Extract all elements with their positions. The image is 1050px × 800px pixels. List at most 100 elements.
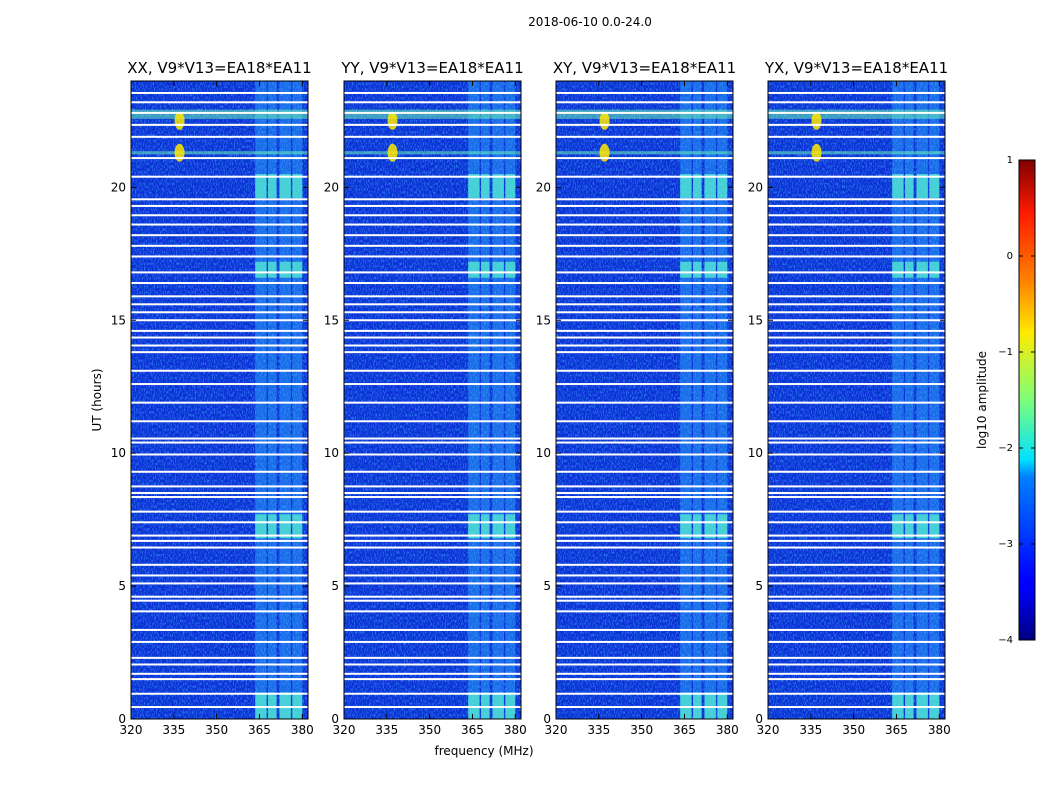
flagged-row <box>344 271 521 274</box>
rfi-hotspot <box>811 111 822 130</box>
rfi-burst <box>279 514 291 539</box>
flagged-row <box>131 111 308 114</box>
flagged-row <box>344 223 521 226</box>
x-tick-label: 350 <box>842 723 865 737</box>
flagged-row <box>768 546 945 549</box>
flagged-row <box>556 157 733 160</box>
rfi-burst <box>916 692 928 719</box>
flagged-row <box>131 521 308 524</box>
flagged-row <box>344 111 521 114</box>
x-tick-label: 365 <box>673 723 696 737</box>
flagged-row <box>131 311 308 314</box>
rfi-burst <box>268 514 277 539</box>
y-tick-label: 20 <box>536 180 551 194</box>
flagged-row <box>556 453 733 456</box>
flagged-row <box>768 610 945 613</box>
colorbar-gradient <box>1018 159 1036 641</box>
rfi-burst <box>468 174 480 198</box>
rfi-burst <box>292 514 303 539</box>
flagged-row <box>556 336 733 339</box>
x-tick-label: 365 <box>461 723 484 737</box>
flagged-row <box>131 157 308 160</box>
x-tick-label: 350 <box>205 723 228 737</box>
panel-frame <box>343 80 522 720</box>
flagged-row <box>344 91 521 94</box>
rfi-band <box>905 81 914 719</box>
rfi-burst <box>905 692 914 719</box>
flagged-row <box>344 401 521 404</box>
flagged-row <box>131 485 308 488</box>
flagged-row <box>768 485 945 488</box>
flagged-row <box>768 101 945 104</box>
flagged-row <box>131 453 308 456</box>
flagged-row <box>768 599 945 602</box>
flagged-row <box>344 344 521 347</box>
flagged-row <box>556 492 733 495</box>
rfi-band <box>693 81 702 719</box>
rfi-burst <box>704 174 716 198</box>
rfi-burst <box>693 692 702 719</box>
flagged-row <box>344 282 521 285</box>
rfi-burst <box>481 692 490 719</box>
flagged-row <box>768 628 945 631</box>
rfi-band <box>468 81 480 719</box>
flagged-row <box>344 521 521 524</box>
rfi-burst <box>492 692 504 719</box>
flagged-row <box>768 582 945 585</box>
flagged-row <box>556 534 733 537</box>
flagged-row <box>131 329 308 332</box>
flagged-row <box>768 510 945 513</box>
rfi-band <box>481 81 490 719</box>
flagged-row <box>768 319 945 322</box>
colorbar-tick-label: −4 <box>998 635 1013 646</box>
flagged-row <box>768 521 945 524</box>
flagged-row <box>131 470 308 473</box>
flagged-row <box>344 492 521 495</box>
flagged-row <box>556 383 733 386</box>
flagged-row <box>344 351 521 354</box>
flagged-row <box>131 123 308 126</box>
rfi-burst <box>505 261 516 278</box>
flagged-row <box>768 198 945 201</box>
colorbar-label: log10 amplitude <box>975 351 989 449</box>
flagged-row <box>556 582 733 585</box>
rfi-burst <box>892 514 904 539</box>
flagged-row <box>131 351 308 354</box>
flagged-row <box>131 534 308 537</box>
flagged-row <box>556 656 733 659</box>
flagged-row <box>556 640 733 643</box>
flagged-row <box>131 437 308 440</box>
rfi-band <box>279 81 291 719</box>
flagged-row <box>768 223 945 226</box>
flagged-row <box>556 628 733 631</box>
rfi-line <box>768 109 945 119</box>
x-tick-label: 335 <box>162 723 185 737</box>
rfi-burst <box>916 514 928 539</box>
flagged-row <box>344 485 521 488</box>
flagged-row <box>344 470 521 473</box>
flagged-row <box>556 319 733 322</box>
rfi-burst <box>468 514 480 539</box>
flagged-row <box>344 319 521 322</box>
flagged-row <box>768 311 945 314</box>
flagged-row <box>344 437 521 440</box>
spectrogram-noise <box>131 81 308 719</box>
y-tick-label: 0 <box>543 712 551 726</box>
flagged-row <box>768 539 945 542</box>
flagged-row <box>556 574 733 577</box>
flagged-row <box>344 453 521 456</box>
rfi-burst <box>905 261 914 278</box>
flagged-row <box>131 214 308 217</box>
rfi-band <box>916 81 928 719</box>
panel-3: YX, V9*V13=EA18*EA11 320 335 350 365 380 0 5 10 1… <box>748 59 951 737</box>
flagged-row <box>768 420 945 423</box>
rfi-burst <box>268 174 277 198</box>
x-tick-label: 380 <box>291 723 314 737</box>
panel-0: XX, V9*V13=EA18*EA11 320 335 350 365 380 0 5 10 1… <box>111 59 314 737</box>
flagged-row <box>768 282 945 285</box>
flagged-row <box>556 539 733 542</box>
flagged-row <box>344 123 521 126</box>
flagged-row <box>131 369 308 372</box>
flagged-row <box>556 595 733 598</box>
rfi-burst <box>905 514 914 539</box>
